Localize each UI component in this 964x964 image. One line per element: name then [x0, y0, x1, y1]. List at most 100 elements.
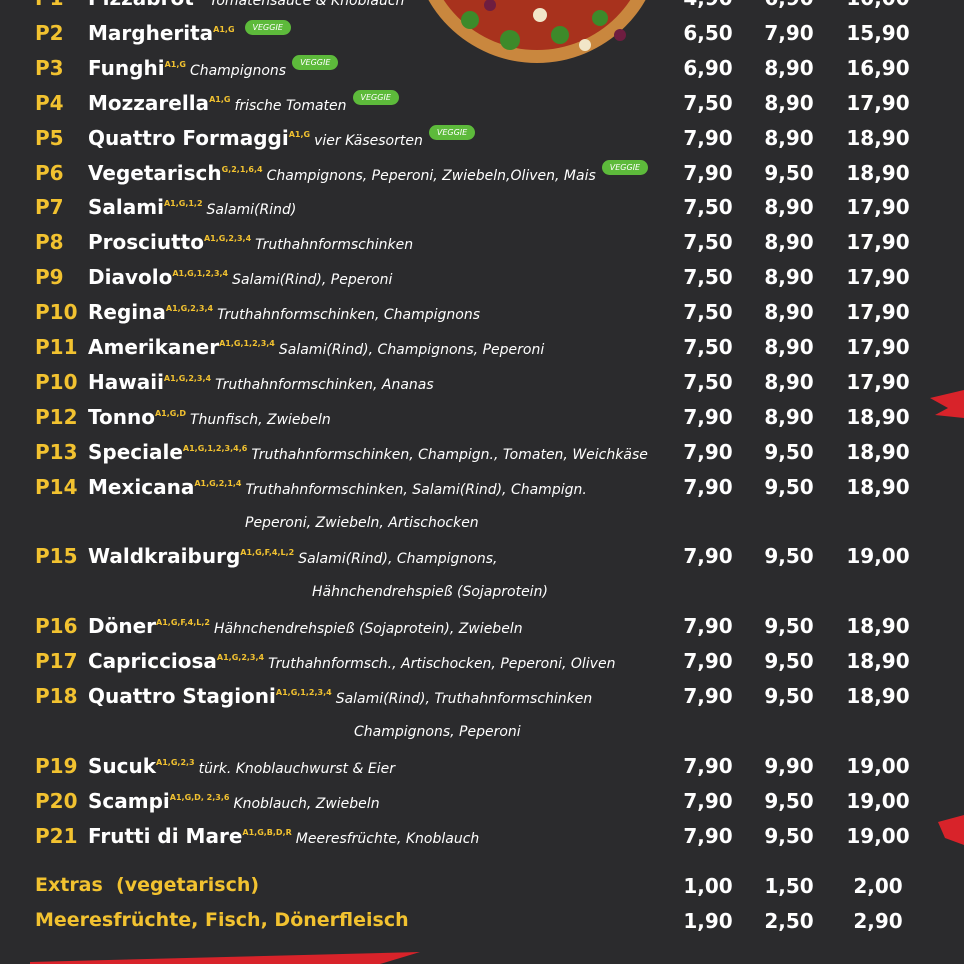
price: 7,50	[683, 335, 733, 359]
allergens: A1,G,2,3,4	[165, 304, 214, 314]
veggie-badge: VEGGIE	[292, 54, 339, 70]
veggie-badge: VEGGIE	[352, 89, 399, 105]
price: 10,00	[838, 0, 918, 10]
item-description: Salami(Rind), Champignons, Peperoni	[278, 342, 545, 358]
price: 8,90	[764, 404, 814, 429]
allergens: A1,G,1,2,3,4	[172, 269, 229, 279]
allergens: A1,G,1,2	[163, 199, 203, 209]
price: 17,90	[846, 195, 910, 220]
allergens: A1,G,1,2,3,4	[275, 688, 332, 697]
item-name: Margherita	[88, 20, 214, 45]
item-code: P19	[35, 753, 78, 778]
veggie-badge: VEGGIE	[428, 124, 476, 140]
price: 17,90	[846, 335, 910, 359]
item-name: Diavolo	[88, 265, 173, 290]
price: 9,50	[764, 823, 814, 848]
item-code: P2	[35, 20, 64, 45]
price: 9,50	[764, 788, 814, 813]
price: 7,90	[683, 125, 733, 150]
item-code: P8	[35, 230, 64, 255]
price: 2,90	[853, 908, 903, 933]
item-name: Quattro Formaggi	[88, 125, 289, 150]
price: 7,90	[683, 823, 733, 848]
item-name: Regina	[88, 300, 166, 325]
item-description: Salami(Rind)	[206, 202, 297, 219]
item-code: P1	[35, 0, 64, 10]
item-description: frische Tomaten	[234, 97, 347, 114]
price: 9,50	[764, 439, 814, 464]
item-description: vier Käsesorten	[314, 132, 423, 149]
item-line: Waldkraiburg A1,G,F,4,L,2 Salami(Rind), Ch…	[88, 544, 497, 568]
item-name: Döner	[88, 614, 157, 639]
item-line: Sucuk A1,G,2,3 türk. Knoblauchwurst & Eier	[88, 754, 395, 778]
price: 17,90	[846, 369, 910, 394]
item-name: Capricciosa	[88, 649, 217, 674]
price: 7,90	[683, 753, 733, 778]
item-code: P6	[35, 160, 64, 185]
price: 19,00	[846, 753, 910, 778]
item-code: P12	[35, 404, 78, 429]
price: 7,90	[764, 20, 814, 45]
price: 18,90	[846, 160, 910, 185]
price: 8,90	[764, 195, 814, 220]
allergens: A1,G,1,2,3,4	[219, 339, 275, 348]
price: 7,90	[683, 160, 733, 185]
item-description: Salami(Rind), Truthahnformschinken	[335, 691, 593, 707]
price: 9,50	[764, 684, 814, 708]
item-line: Quattro Stagioni A1,G,1,2,3,4 Salami(Rind)…	[88, 684, 592, 708]
item-description: Meeresfrüchte, Knoblauch	[295, 830, 480, 847]
item-code: P5	[35, 125, 64, 150]
item-line: Prosciutto A1,G,2,3,4 Truthahnformschinken	[88, 230, 413, 254]
item-description: Truthahnformschinken, Champignons	[217, 307, 480, 324]
price: 17,90	[846, 90, 910, 115]
price: 17,90	[846, 230, 910, 255]
item-line: Funghi A1,G Champignons VEGGIE	[88, 54, 339, 80]
item-name: Tonno	[88, 404, 155, 429]
price: 17,90	[846, 300, 910, 325]
item-description: Thunfisch, Zwiebeln	[190, 411, 331, 428]
brush-stroke	[938, 815, 964, 845]
price: 9,90	[764, 753, 814, 778]
price: 18,90	[846, 684, 910, 708]
item-code: P4	[35, 90, 64, 115]
allergens: A1,G	[288, 129, 311, 139]
price: 19,00	[846, 544, 910, 569]
price: 19,00	[846, 823, 910, 848]
price: 1,00	[683, 873, 733, 898]
item-line: Hawaii A1,G,2,3,4 Truthahnformschinken, An…	[88, 370, 434, 394]
item-description-continued: Peperoni, Zwiebeln, Artischocken	[245, 514, 479, 531]
brush-stroke	[30, 952, 420, 964]
price: 18,90	[846, 439, 910, 464]
price: 7,90	[683, 649, 733, 674]
price: 8,90	[764, 90, 814, 115]
item-line: Regina A1,G,2,3,4 Truthahnformschinken, Ch…	[88, 300, 480, 324]
item-line: Vegetarisch G,2,1,6,4 Champignons, Peperon…	[88, 159, 649, 185]
item-line: Salami A1,G,1,2 Salami(Rind)	[88, 195, 296, 219]
price: 8,90	[764, 300, 814, 325]
price: 1,50	[764, 873, 814, 898]
item-code: P18	[35, 684, 78, 708]
item-line: Amerikaner A1,G,1,2,3,4 Salami(Rind), Cham…	[88, 335, 544, 359]
price: 8,90	[764, 55, 814, 80]
item-description: Salami(Rind), Champignons,	[298, 551, 498, 568]
allergens: A1,G,2,3,4	[163, 373, 212, 383]
item-description: Knoblauch, Zwiebeln	[233, 795, 380, 812]
item-code: P15	[35, 544, 78, 569]
price: 18,90	[846, 125, 910, 150]
allergens: A1,G,2,1,4	[194, 478, 242, 488]
item-description: Truthahnformschinken, Ananas	[215, 376, 434, 393]
item-line: Döner A1,G,F,4,L,2 Hähnchendrehspieß (Soja…	[88, 614, 523, 638]
extra-label: Extras (vegetarisch)	[35, 873, 260, 896]
price: 7,50	[683, 90, 733, 115]
item-description: Truthahnformschinken, Salami(Rind), Cham…	[245, 481, 587, 498]
item-name: Scampi	[88, 788, 170, 813]
price: 18,90	[846, 649, 910, 674]
price: 16,90	[846, 55, 910, 80]
price: 7,50	[683, 369, 733, 394]
item-code: P16	[35, 614, 78, 639]
price: 7,90	[683, 788, 733, 813]
allergens: A1,G,D, 2,3,6	[169, 792, 230, 802]
price: 8,90	[764, 125, 814, 150]
